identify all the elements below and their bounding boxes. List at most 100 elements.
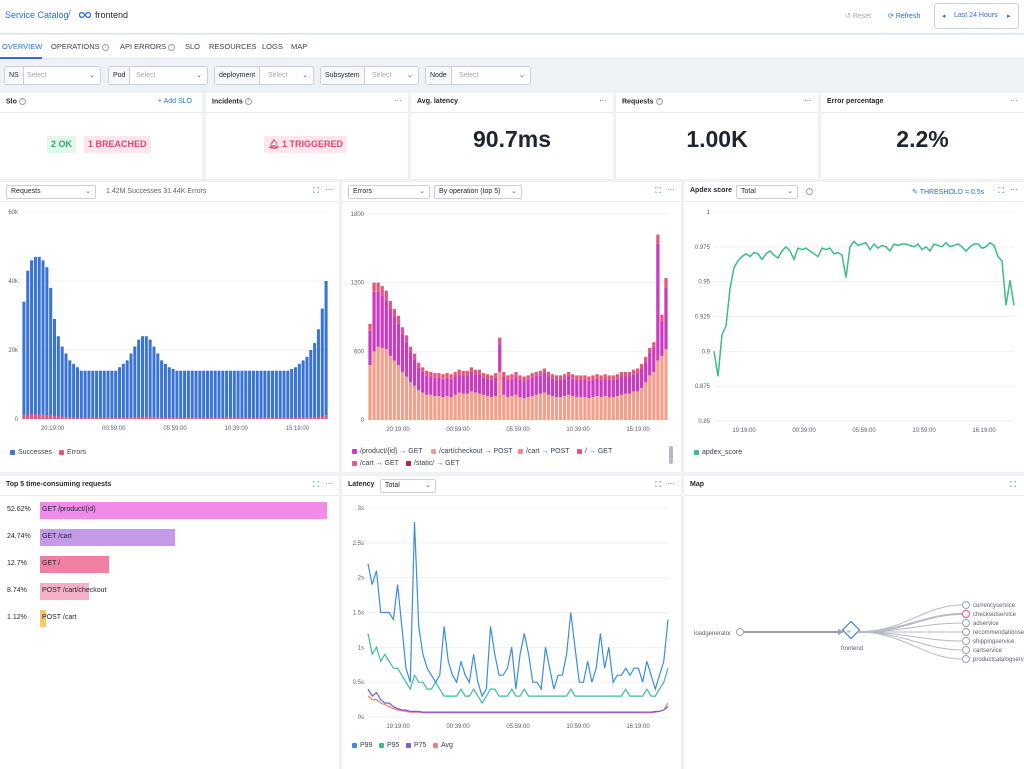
legend-item[interactable]: /cart/checkout → POST <box>431 448 513 455</box>
top5-bar[interactable] <box>40 610 46 627</box>
error-stack-bar <box>481 394 486 420</box>
x-tick-label: 15:19:00 <box>626 427 650 433</box>
tab-api-errors-label: API ERRORS <box>120 42 167 51</box>
slo-breached-badge[interactable]: 1 BREACHED <box>84 136 151 153</box>
legend-item[interactable]: /cart → POST <box>518 448 570 455</box>
slo-ok-badge[interactable]: 2 OK <box>47 136 77 153</box>
y-tick-label: 40k <box>8 279 19 285</box>
more-menu-icon[interactable]: ··· <box>325 479 333 488</box>
error-stack-bar <box>591 375 595 380</box>
legend-scrollbar[interactable] <box>669 446 673 464</box>
error-stack-bar <box>542 373 546 393</box>
error-bar <box>49 415 53 419</box>
error-bar <box>137 416 141 419</box>
error-stack-bar <box>591 397 595 420</box>
expand-icon[interactable]: ⛶ <box>313 480 319 489</box>
more-menu-icon[interactable]: ··· <box>667 479 675 488</box>
legend-swatch <box>406 460 411 466</box>
error-stack-bar <box>380 347 384 420</box>
tab-api-errors[interactable]: API ERRORS i <box>120 42 176 51</box>
select-value: By operation (top 5) <box>439 188 501 195</box>
filter-node[interactable]: Node Select ⌄ <box>425 66 531 85</box>
latency-select[interactable]: Total ⌄ <box>380 479 436 493</box>
y-tick-label: 0.85 <box>698 419 710 425</box>
tab-logs[interactable]: LOGS <box>262 42 283 51</box>
time-range-picker[interactable]: ◂ Last 24 Hours ▸ <box>934 3 1019 29</box>
expand-icon[interactable]: ⛶ <box>655 186 661 195</box>
filter-pod[interactable]: Pod Select ⌄ <box>108 66 208 85</box>
success-bar <box>206 370 210 419</box>
frontend-node[interactable] <box>841 620 861 640</box>
filter-deployment[interactable]: deployment Select ⌄ <box>214 66 314 85</box>
more-menu-icon[interactable]: ··· <box>667 185 675 194</box>
refresh-button[interactable]: ⟳ Refresh <box>888 12 920 20</box>
y-tick-label: 0.95 <box>698 280 710 286</box>
y-tick-label: 600 <box>354 349 365 355</box>
error-stack-bar <box>473 392 478 420</box>
legend-item[interactable]: Avg <box>433 742 453 749</box>
more-menu-icon[interactable]: ··· <box>394 96 402 105</box>
legend-item[interactable]: /cart → GET <box>352 460 399 467</box>
error-stack-bar <box>575 379 579 398</box>
error-stack-bar <box>502 371 506 377</box>
chevron-down-icon: ⌄ <box>85 188 91 195</box>
threshold-button[interactable]: ✎ THRESHOLD = 0.5s <box>912 188 984 196</box>
more-menu-icon[interactable]: ··· <box>1010 185 1018 194</box>
success-bar <box>248 370 252 419</box>
reset-button[interactable]: ↺ Reset <box>845 12 871 20</box>
expand-icon[interactable]: ⛶ <box>1010 480 1016 489</box>
breadcrumb-service-catalog[interactable]: Service Catalog <box>5 10 69 20</box>
error-stack-bar <box>579 375 583 380</box>
chevron-right-icon[interactable]: ▸ <box>1007 13 1011 20</box>
tab-operations[interactable]: OPERATIONS i <box>51 42 109 51</box>
apdex-select[interactable]: Total ⌄ <box>736 185 798 199</box>
expand-icon[interactable]: ⛶ <box>998 186 1004 195</box>
expand-icon[interactable]: ⛶ <box>313 186 319 195</box>
top5-bar[interactable] <box>40 502 327 519</box>
tab-slo[interactable]: SLO <box>185 42 201 51</box>
error-bar <box>110 417 114 419</box>
error-stack-bar <box>372 282 376 292</box>
legend-swatch <box>352 448 357 454</box>
error-stack-bar <box>412 353 417 360</box>
chevron-left-icon[interactable]: ◂ <box>942 13 946 20</box>
map-node[interactable] <box>736 628 744 636</box>
more-menu-icon[interactable]: ··· <box>804 96 812 105</box>
error-stack-bar <box>664 287 668 350</box>
legend-item[interactable]: /static/ → GET <box>406 460 460 467</box>
legend-item[interactable]: /product/{id} → GET <box>352 448 423 455</box>
add-slo-button[interactable]: + Add SLO <box>157 98 192 105</box>
x-tick-label: 05:59:00 <box>163 426 187 432</box>
success-bar <box>53 318 57 419</box>
errors-metric-select[interactable]: Errors ⌄ <box>348 185 430 199</box>
error-stack-bar <box>607 397 611 420</box>
filter-ns[interactable]: NS Select ⌄ <box>4 66 101 85</box>
requests-metric-select[interactable]: Requests ⌄ <box>6 185 96 199</box>
more-menu-icon[interactable]: ··· <box>599 96 607 105</box>
success-bar <box>244 370 248 419</box>
legend-item[interactable]: P95 <box>379 742 399 749</box>
legend-item[interactable]: apdex_score <box>694 449 742 456</box>
legend-item[interactable]: P75 <box>406 742 426 749</box>
more-menu-icon[interactable]: ··· <box>1010 96 1018 105</box>
error-stack-bar <box>384 349 388 420</box>
expand-icon[interactable]: ⛶ <box>655 480 661 489</box>
legend-item[interactable]: / → GET <box>577 448 612 455</box>
errors-groupby-select[interactable]: By operation (top 5) ⌄ <box>434 185 522 199</box>
tab-map[interactable]: MAP <box>291 42 308 51</box>
top5-bar[interactable] <box>40 583 89 600</box>
more-menu-icon[interactable]: ··· <box>325 185 333 194</box>
filter-label: NS <box>5 67 24 84</box>
legend-item[interactable]: Successes <box>10 449 52 456</box>
tab-resources[interactable]: RESOURCES <box>209 42 257 51</box>
top5-bar[interactable] <box>40 529 175 546</box>
error-stack-bar <box>550 374 555 379</box>
error-stack-bar <box>571 395 575 420</box>
top5-bar[interactable] <box>40 556 109 573</box>
incidents-triggered-badge[interactable]: 🔔︎ 1 TRIGGERED <box>264 136 347 153</box>
filter-subsystem[interactable]: Subsystem Select ⌄ <box>320 66 419 85</box>
legend-item[interactable]: P99 <box>352 742 372 749</box>
legend-item[interactable]: Errors <box>59 449 86 456</box>
error-stack-bar <box>485 378 490 396</box>
tab-overview[interactable]: OVERVIEW <box>2 42 43 51</box>
